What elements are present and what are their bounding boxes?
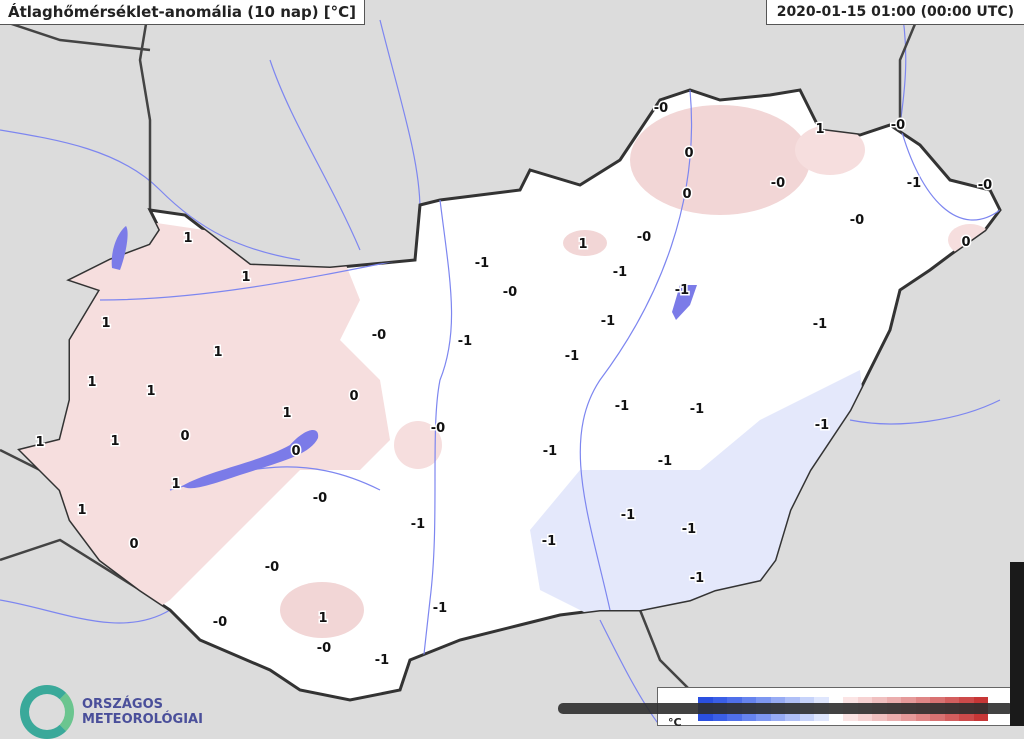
station-value: -1 — [658, 454, 672, 469]
positive-anomaly-area-northeast — [795, 125, 865, 175]
station-value: 1 — [110, 434, 119, 449]
station-value: 1 — [146, 384, 155, 399]
station-value: -1 — [565, 349, 579, 364]
station-value: 0 — [682, 187, 691, 202]
station-value: 0 — [291, 444, 300, 459]
station-value: -1 — [411, 517, 425, 532]
station-value: 1 — [318, 611, 327, 626]
station-value: -1 — [621, 508, 635, 523]
station-value: -1 — [542, 534, 556, 549]
station-value: 0 — [684, 146, 693, 161]
station-value: 1 — [241, 270, 250, 285]
omsz-logo: ORSZÁGOS METEOROLÓGIAI — [20, 685, 203, 739]
station-value: -0 — [850, 213, 864, 228]
station-value: 1 — [77, 503, 86, 518]
station-value: 0 — [180, 429, 189, 444]
station-value: -1 — [690, 571, 704, 586]
station-value: -1 — [543, 444, 557, 459]
station-value: -1 — [813, 317, 827, 332]
station-value: -1 — [433, 601, 447, 616]
positive-anomaly-area-center — [394, 421, 442, 469]
logo-line2: METEOROLÓGIAI — [82, 712, 203, 727]
station-value: 1 — [87, 375, 96, 390]
legend-unit: °C — [668, 716, 682, 729]
logo-line1: ORSZÁGOS — [82, 697, 163, 712]
positive-anomaly-area-mecsek — [280, 582, 364, 638]
positive-anomaly-area-west — [20, 200, 390, 620]
station-value: 1 — [35, 435, 44, 450]
station-value: 1 — [183, 231, 192, 246]
station-value: -1 — [675, 283, 689, 298]
station-value: 0 — [961, 235, 970, 250]
station-value: -1 — [375, 653, 389, 668]
station-value: -0 — [431, 421, 445, 436]
station-value: -0 — [637, 230, 651, 245]
neighbor-rivers — [0, 0, 1001, 726]
station-value: -1 — [815, 418, 829, 433]
lake-ferto — [111, 226, 128, 270]
station-value: -0 — [771, 176, 785, 191]
horizontal-scrollbar[interactable] — [558, 703, 1014, 714]
station-value: -0 — [265, 560, 279, 575]
station-value: 0 — [349, 389, 358, 404]
station-value: -1 — [682, 522, 696, 537]
station-value: -1 — [690, 402, 704, 417]
station-value: -1 — [907, 176, 921, 191]
station-value: 1 — [213, 345, 222, 360]
station-value: -1 — [615, 399, 629, 414]
station-value: 1 — [101, 316, 110, 331]
station-value: 0 — [129, 537, 138, 552]
station-value: -0 — [213, 615, 227, 630]
map-timestamp: 2020-01-15 01:00 (00:00 UTC) — [765, 0, 1024, 25]
station-value: -0 — [317, 641, 331, 656]
station-value-labels: 1 1 1 1 1 1 0 1 0 0 1 1 1 1 0 -0 -0 -0 1 -0 -1 -1 -1 -0 -0 -1 -1 -0… — [34, 100, 994, 670]
station-value: -1 — [458, 334, 472, 349]
station-value: 1 — [578, 237, 587, 252]
station-value: -0 — [978, 178, 992, 193]
station-value: -1 — [613, 265, 627, 280]
logo-icon — [20, 685, 74, 739]
logo-text: ORSZÁGOS METEOROLÓGIAI — [82, 697, 203, 727]
station-value: -1 — [475, 256, 489, 271]
station-value: 1 — [171, 477, 180, 492]
station-value: -0 — [891, 118, 905, 133]
station-value: -1 — [601, 314, 615, 329]
station-value: -0 — [654, 101, 668, 116]
station-value: -0 — [313, 491, 327, 506]
map-title: Átlaghőmérséklet-anomália (10 nap) [°C] — [0, 0, 366, 25]
lake-tisza — [672, 285, 697, 320]
vertical-scrollbar[interactable] — [1010, 562, 1024, 726]
station-value: 1 — [282, 406, 291, 421]
station-value: -0 — [503, 285, 517, 300]
positive-anomaly-area-north — [630, 105, 810, 215]
lake-balaton — [182, 429, 319, 489]
rivers — [99, 90, 1000, 691]
station-value: 1 — [815, 122, 824, 137]
positive-anomaly-area-matra — [563, 230, 607, 256]
station-value: -0 — [372, 328, 386, 343]
